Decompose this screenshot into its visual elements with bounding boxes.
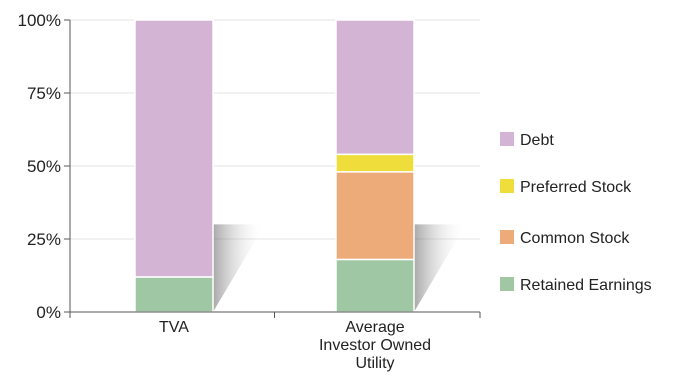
legend-label: Debt <box>520 132 554 149</box>
gridlines <box>70 19 480 240</box>
bar-segment-debt <box>335 19 415 156</box>
bar-segment-retained-earnings <box>134 276 214 313</box>
legend-swatch <box>500 277 514 291</box>
bar-segment-common-stock <box>335 171 415 261</box>
y-tick-label: 100% <box>18 11 61 30</box>
y-tick-label: 25% <box>27 230 61 249</box>
legend-label: Preferred Stock <box>520 179 632 196</box>
legend: Debt Preferred Stock Common Stock Retained … <box>500 132 652 294</box>
axes <box>64 19 481 318</box>
x-category-label: Average Investor Owned Utility <box>319 319 431 372</box>
legend-swatch <box>500 132 514 146</box>
x-category-label: TVA <box>159 319 189 336</box>
tick-labels: 0% 25% 50% 75% 100% TVA Average Investor Owned U… <box>18 11 432 372</box>
legend-swatch <box>500 230 514 244</box>
bars <box>134 19 415 313</box>
legend-label: Retained Earnings <box>520 277 652 294</box>
bar-segment-retained-earnings <box>335 258 415 313</box>
legend-swatch <box>500 179 514 193</box>
y-tick-label: 50% <box>27 157 61 176</box>
bar-segment-debt <box>134 19 214 278</box>
y-tick-label: 0% <box>36 303 61 322</box>
legend-label: Common Stock <box>520 230 630 247</box>
bar-segment-preferred-stock <box>335 153 415 173</box>
y-tick-label: 75% <box>27 84 61 103</box>
